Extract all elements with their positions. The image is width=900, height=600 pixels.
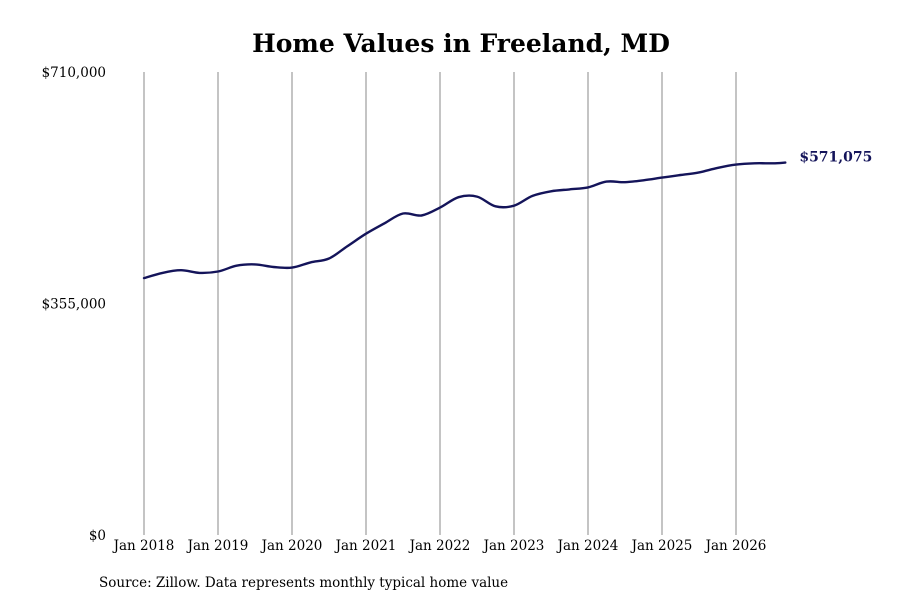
vertical-gridlines — [143, 72, 737, 535]
x-axis-tick-labels: Jan 2018 Jan 2019 Jan 2020 Jan 2021 Jan 2022… — [112, 538, 767, 554]
x-tick-label: Jan 2025 — [630, 538, 693, 554]
x-tick-label: Jan 2019 — [186, 538, 249, 554]
source-note: Source: Zillow. Data represents monthly … — [99, 575, 508, 591]
x-tick-label: Jan 2024 — [556, 538, 619, 554]
x-tick-label: Jan 2020 — [260, 538, 323, 554]
home-value-series-line — [142, 161, 787, 280]
x-tick-label: Jan 2022 — [408, 538, 471, 554]
y-tick-label: $0 — [89, 528, 106, 544]
latest-value-label: $571,075 — [799, 150, 872, 166]
x-tick-label: Jan 2021 — [334, 538, 397, 554]
chart-title: Home Values in Freeland, MD — [252, 29, 670, 58]
y-axis-tick-labels: $0 $355,000 $710,000 — [42, 65, 106, 544]
x-tick-label: Jan 2026 — [704, 538, 767, 554]
y-tick-label: $355,000 — [42, 297, 106, 313]
x-tick-label: Jan 2018 — [112, 538, 175, 554]
x-tick-label: Jan 2023 — [482, 538, 545, 554]
y-tick-label: $710,000 — [42, 65, 106, 81]
